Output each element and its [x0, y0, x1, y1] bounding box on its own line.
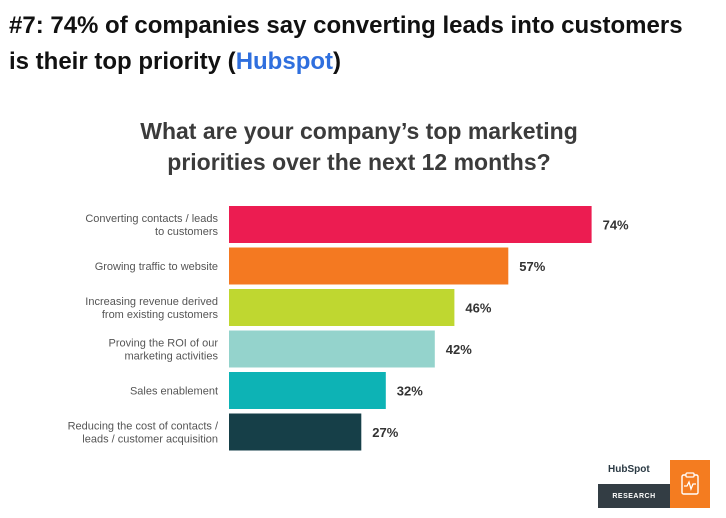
category-label-1: Converting contacts / leads to customers [85, 213, 218, 238]
chart-title: What are your company’s top marketing pr… [140, 118, 578, 175]
bar-4 [229, 330, 435, 368]
bar-3 [229, 289, 455, 326]
article-headline: #7: 74% of companies say converting lead… [9, 8, 709, 80]
bar-2 [229, 247, 509, 285]
bar-6 [229, 413, 362, 451]
category-label-3: Increasing revenue derived from existing … [85, 296, 218, 321]
bar-1 [229, 206, 592, 243]
hubspot-research-badge: HubSpot RESEARCH [598, 460, 710, 508]
category-label-2: Growing traffic to website [95, 261, 218, 273]
clipboard-pulse-icon [670, 460, 710, 508]
value-label-2: 57% [519, 259, 545, 274]
value-label-3: 46% [465, 301, 491, 316]
category-label-4: Proving the ROI of our marketing activiti… [109, 338, 219, 363]
research-label: RESEARCH [598, 484, 670, 508]
hubspot-source-link[interactable]: Hubspot [235, 48, 333, 75]
headline-text: #7: 74% of companies say converting lead… [9, 12, 683, 75]
category-label-5: Sales enablement [130, 386, 218, 398]
value-label-6: 27% [372, 425, 398, 440]
bar-5 [229, 372, 386, 409]
value-label-5: 32% [397, 384, 423, 399]
value-label-4: 42% [446, 342, 472, 357]
value-label-1: 74% [603, 218, 629, 233]
headline-suffix: ) [333, 48, 341, 75]
category-label-6: Reducing the cost of contacts / leads / c… [68, 421, 219, 446]
hubspot-logo: HubSpot [608, 464, 650, 475]
